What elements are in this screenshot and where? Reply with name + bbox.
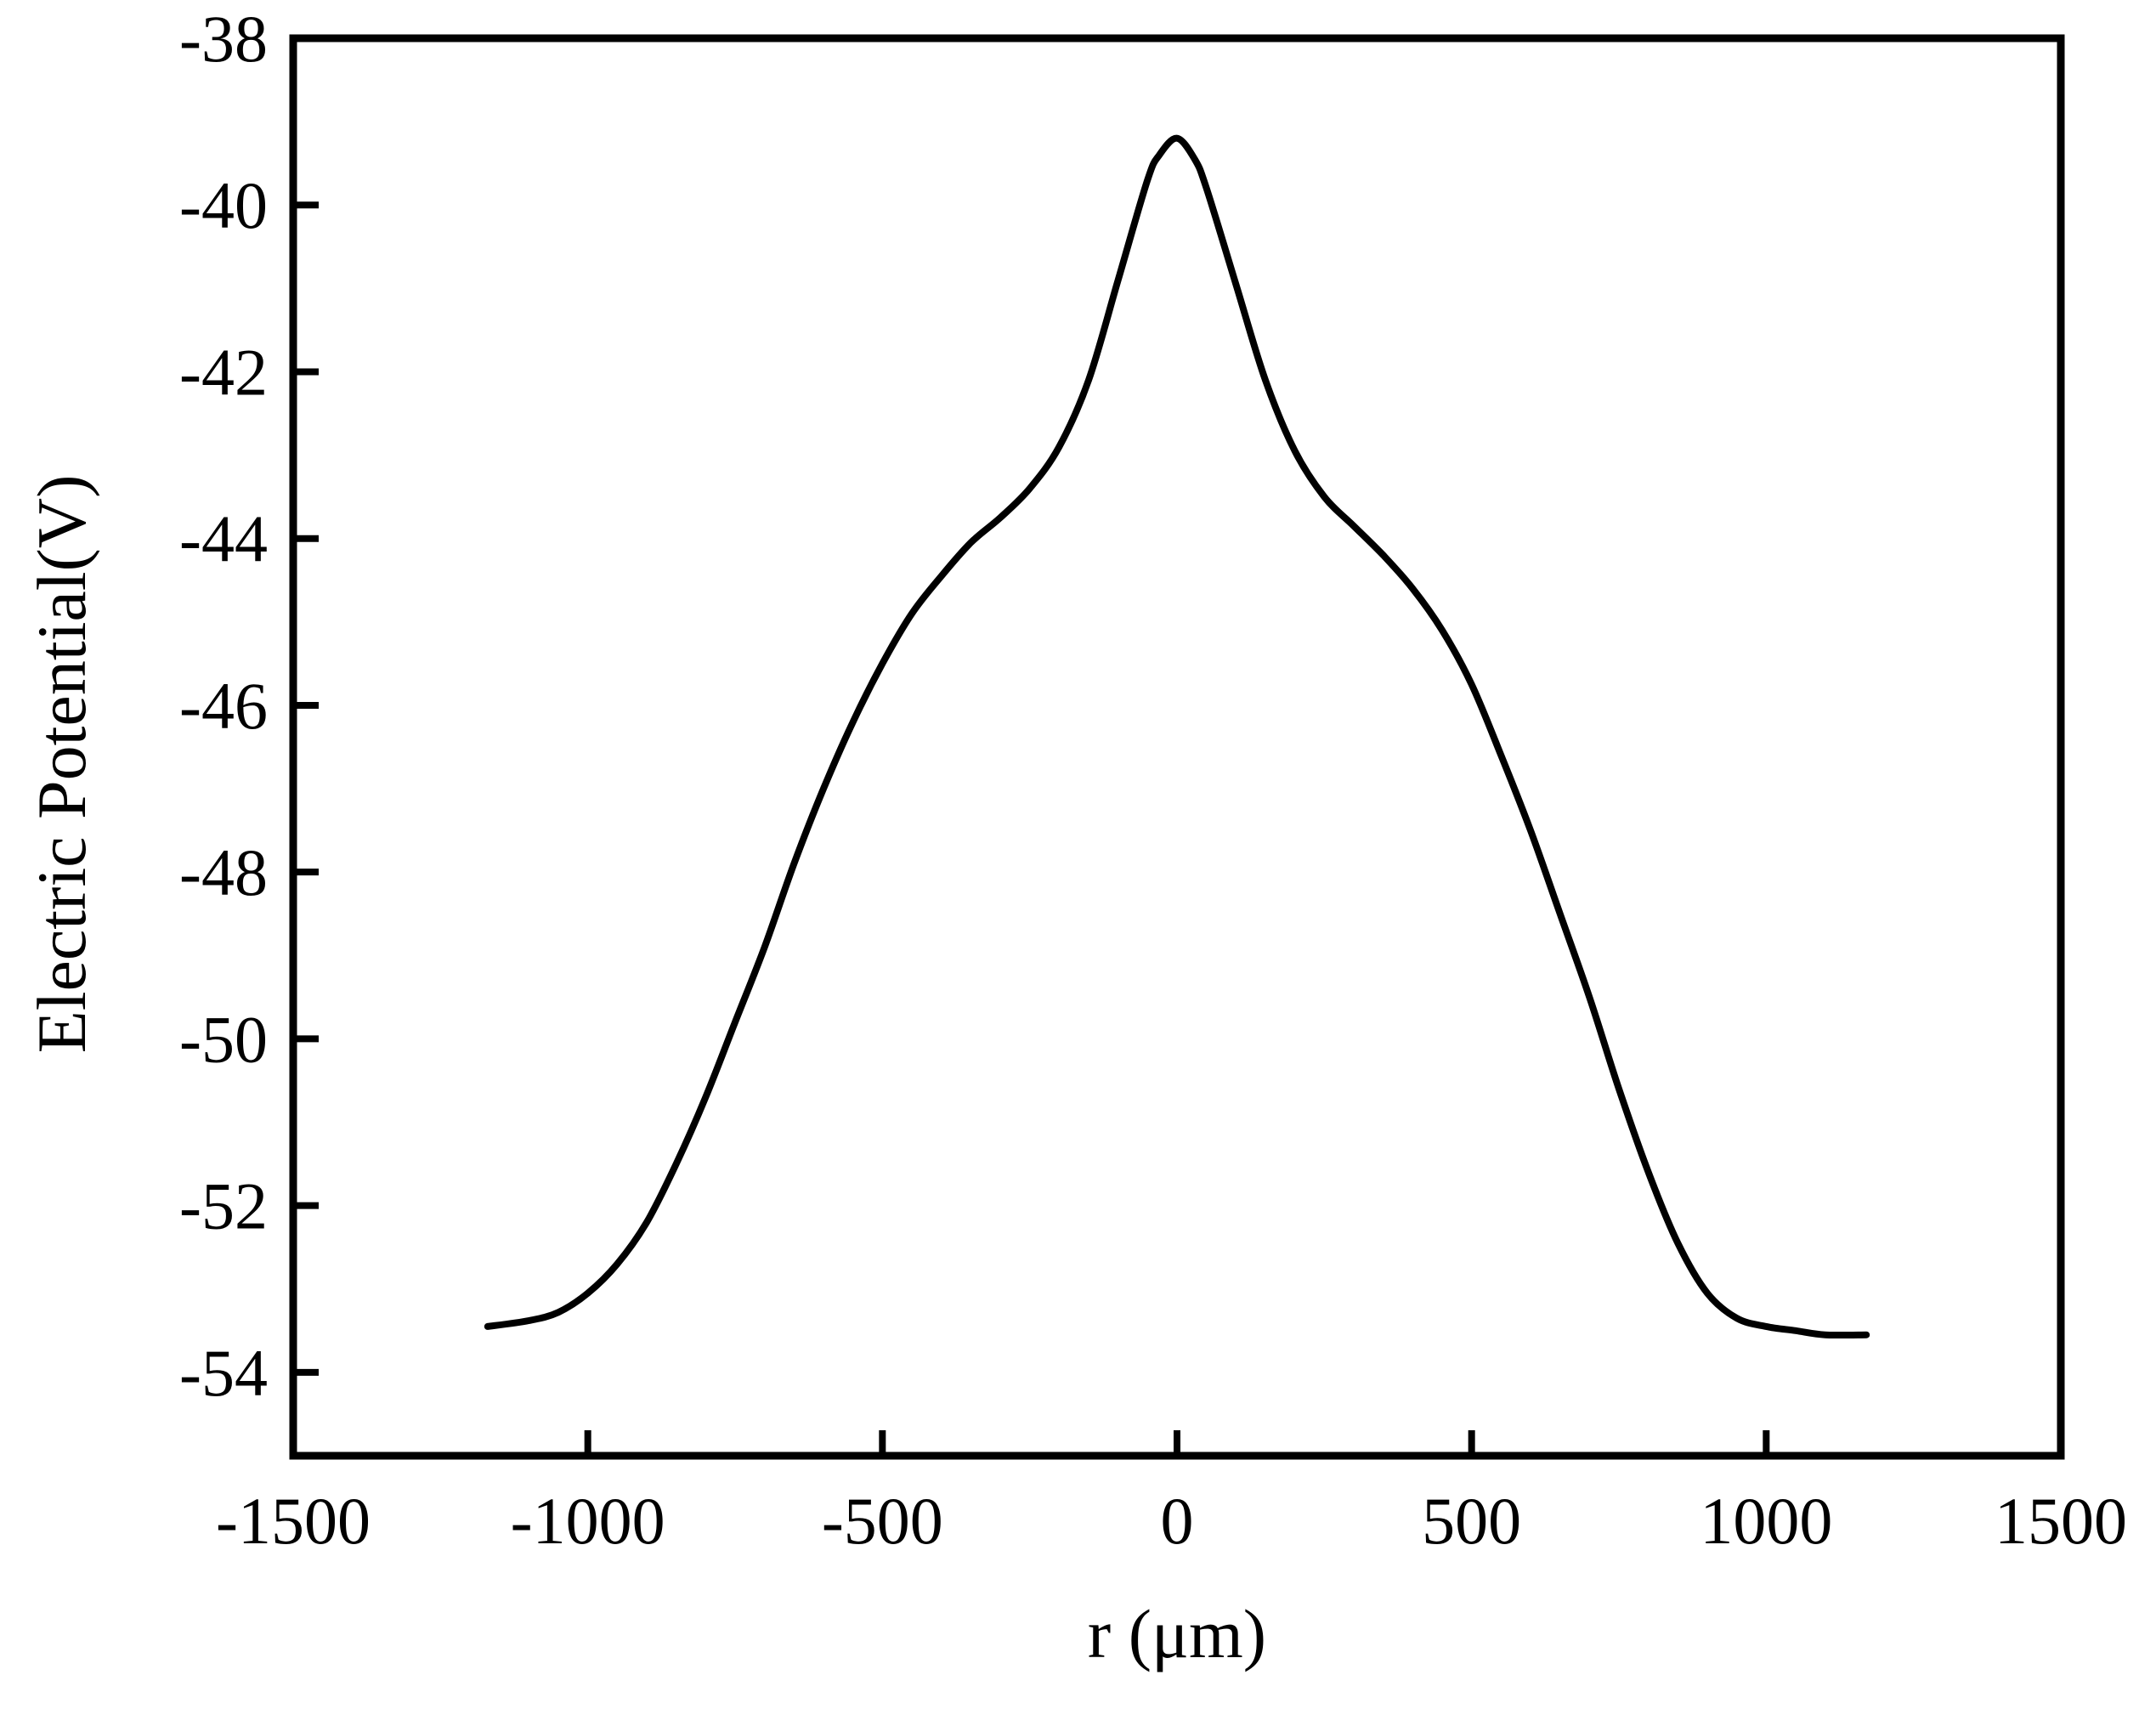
x-tick-label: 0 xyxy=(1161,1484,1194,1558)
y-tick-label: -48 xyxy=(179,835,268,909)
x-axis-title: r (μm) xyxy=(1088,1595,1266,1672)
y-tick-label: -54 xyxy=(179,1336,268,1410)
y-tick-label: -40 xyxy=(179,168,268,242)
y-tick-label: -52 xyxy=(179,1169,268,1243)
series-line xyxy=(484,134,1870,1339)
y-tick-label: -50 xyxy=(179,1002,268,1076)
y-tick-label: -42 xyxy=(179,335,268,409)
x-tick-label: -1500 xyxy=(216,1484,371,1558)
y-tick-label: -38 xyxy=(179,2,268,76)
y-axis-tick-labels: -38 -40 -42 -44 -46 -48 -50 -52 -54 xyxy=(179,2,268,1410)
y-axis-title: Electric Potential(V) xyxy=(23,475,100,1054)
x-tick-label: -500 xyxy=(822,1484,943,1558)
y-tick-label: -44 xyxy=(179,502,268,576)
x-tick-label: 1000 xyxy=(1700,1484,1832,1558)
x-tick-label: 500 xyxy=(1422,1484,1521,1558)
x-axis-ticks xyxy=(584,1430,1770,1456)
y-axis-ticks xyxy=(293,35,319,1376)
x-tick-label: -1000 xyxy=(511,1484,665,1558)
plot-frame xyxy=(289,34,2065,1460)
x-tick-label: 1500 xyxy=(1995,1484,2127,1558)
y-tick-label: -46 xyxy=(179,669,268,743)
x-axis-tick-labels: -1500 -1000 -500 0 500 1000 1500 xyxy=(216,1484,2127,1558)
